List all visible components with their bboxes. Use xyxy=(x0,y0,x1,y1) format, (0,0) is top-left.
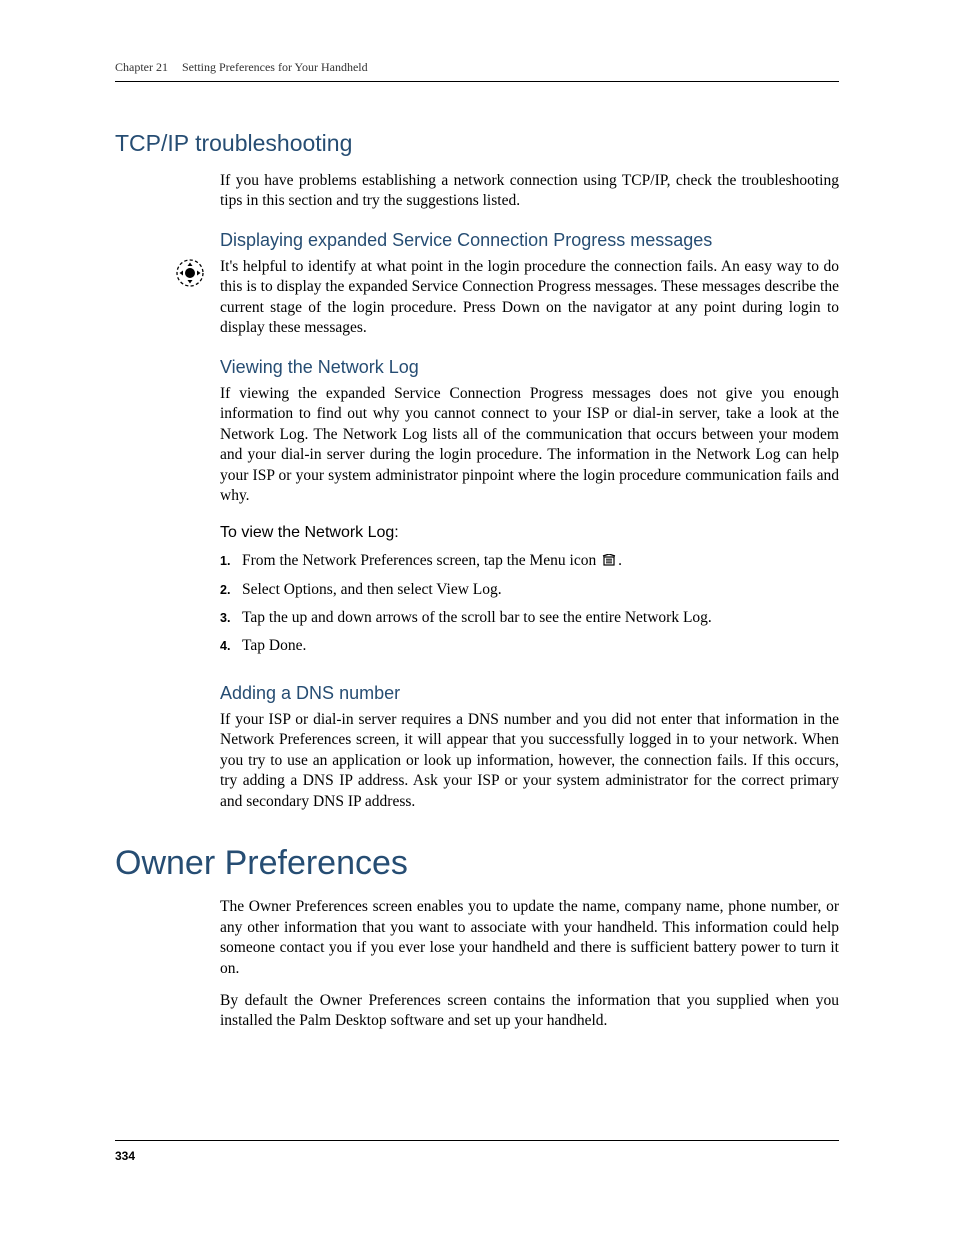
heading-owner-preferences: Owner Preferences xyxy=(115,844,839,883)
heading-displaying-progress: Displaying expanded Service Connection P… xyxy=(220,230,839,251)
step-number: 3. xyxy=(220,611,240,625)
menu-icon xyxy=(602,553,616,571)
step-1-suffix: . xyxy=(618,552,622,569)
step-text: Tap the up and down arrows of the scroll… xyxy=(242,609,839,627)
page-content: TCP/IP troubleshooting If you have probl… xyxy=(115,130,839,1032)
heading-viewing-network-log: Viewing the Network Log xyxy=(220,357,839,378)
step-number: 1. xyxy=(220,554,240,568)
heading-adding-dns: Adding a DNS number xyxy=(220,683,839,704)
adding-dns-body: If your ISP or dial-in server requires a… xyxy=(220,710,839,812)
heading-tcpip-troubleshooting: TCP/IP troubleshooting xyxy=(115,130,839,157)
chapter-label: Chapter 21 xyxy=(115,60,168,75)
list-item: 2. Select Options, and then select View … xyxy=(220,581,839,599)
displaying-progress-body: It's helpful to identify at what point i… xyxy=(220,257,839,339)
chapter-title: Setting Preferences for Your Handheld xyxy=(182,60,368,75)
page-header: Chapter 21 Setting Preferences for Your … xyxy=(115,60,839,82)
owner-prefs-p1: The Owner Preferences screen enables you… xyxy=(220,897,839,979)
tcpip-intro-text: If you have problems establishing a netw… xyxy=(220,171,839,212)
step-number: 4. xyxy=(220,639,240,653)
owner-prefs-p2: By default the Owner Preferences screen … xyxy=(220,991,839,1032)
step-text: Select Options, and then select View Log… xyxy=(242,581,839,599)
viewing-network-log-body: If viewing the expanded Service Connecti… xyxy=(220,384,839,507)
navigator-icon xyxy=(173,256,207,295)
list-item: 3. Tap the up and down arrows of the scr… xyxy=(220,609,839,627)
page-footer: 334 xyxy=(115,1140,839,1165)
page-number: 334 xyxy=(115,1149,135,1163)
list-item: 1. From the Network Preferences screen, … xyxy=(220,552,839,570)
step-text: From the Network Preferences screen, tap… xyxy=(242,552,839,570)
heading-to-view-network-log: To view the Network Log: xyxy=(220,524,839,542)
network-log-steps: 1. From the Network Preferences screen, … xyxy=(220,552,839,664)
list-item: 4. Tap Done. xyxy=(220,637,839,655)
step-text: Tap Done. xyxy=(242,637,839,655)
step-1-text: From the Network Preferences screen, tap… xyxy=(242,552,596,569)
step-number: 2. xyxy=(220,583,240,597)
